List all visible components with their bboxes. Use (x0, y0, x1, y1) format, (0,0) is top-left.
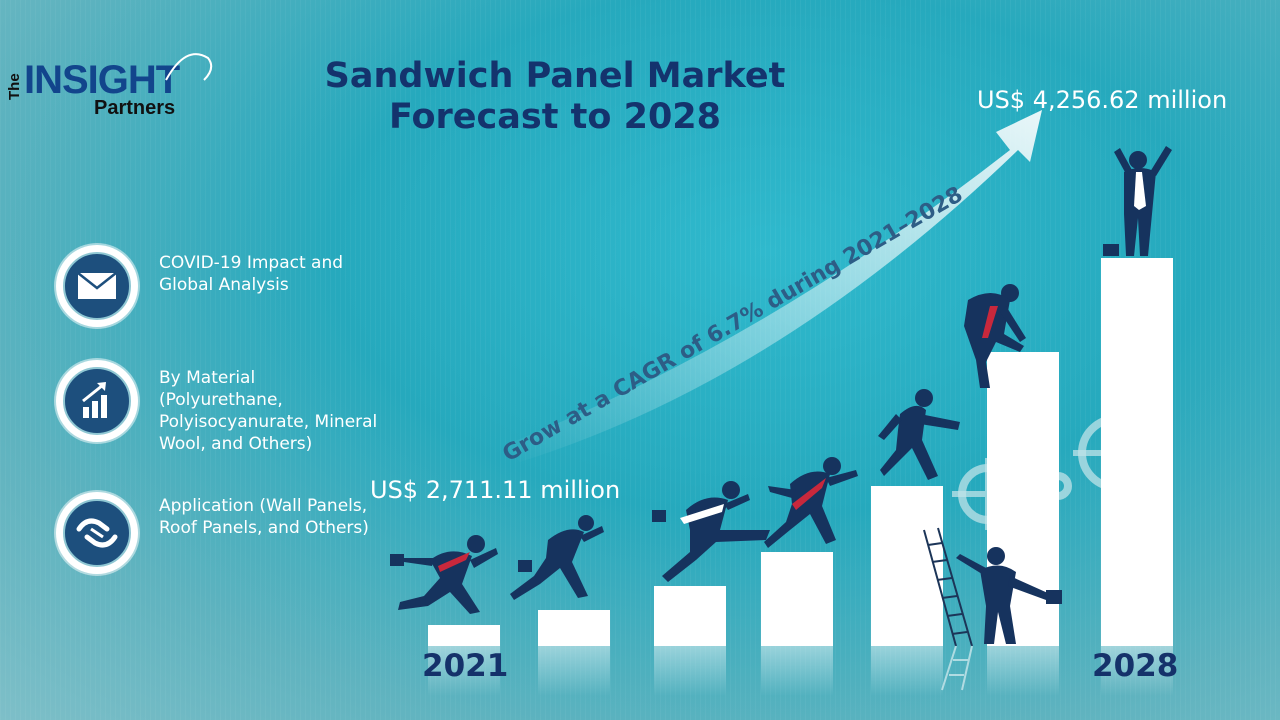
helper-figure (956, 547, 1062, 644)
logo-insight: INSIGHT (24, 58, 180, 102)
feature-label: COVID-19 Impact and Global Analysis (159, 253, 344, 295)
ladder (923, 527, 973, 647)
growth-chart-icon (82, 382, 107, 418)
feature-label: By Material (Polyurethane, Polyisocyanur… (159, 368, 378, 454)
bar (761, 552, 833, 646)
bar (538, 610, 610, 646)
climber-figure (964, 284, 1026, 388)
bar (1101, 258, 1173, 646)
bar-reflections (428, 646, 1173, 696)
bar (428, 625, 500, 646)
end-value-label: US$ 4,256.62 million (977, 86, 1228, 114)
bar (871, 486, 943, 646)
runner-figure (652, 481, 770, 582)
start-value-label: US$ 2,711.11 million (370, 476, 621, 504)
runner-figure (390, 535, 498, 614)
feature-label: Application (Wall Panels, Roof Panels, a… (159, 496, 369, 538)
climber-figure (878, 389, 960, 480)
ladder-reflection (941, 645, 973, 691)
page-title: Sandwich Panel Market Forecast to 2028 (290, 56, 820, 138)
runner-figure (510, 515, 604, 600)
end-year-label: 2028 (1092, 648, 1179, 684)
feature-icon-ring (56, 360, 138, 442)
insight-partners-logo: The INSIGHT Partners (6, 50, 216, 125)
handshake-icon (76, 518, 118, 548)
logo-swoosh-icon (165, 53, 213, 81)
runner-figure (764, 457, 858, 548)
growth-arrow (505, 110, 1042, 462)
feature-icon-ring (56, 245, 138, 327)
bar (654, 586, 726, 646)
start-year-label: 2021 (422, 648, 509, 684)
logo-partners: Partners (94, 97, 176, 119)
feature-icon-ring (56, 492, 138, 574)
title-line-2: Forecast to 2028 (388, 97, 722, 137)
bar-chart-bars (428, 258, 1173, 646)
business-people (390, 146, 1172, 644)
winner-figure (1103, 146, 1172, 256)
envelope-icon (77, 272, 117, 299)
title-line-1: Sandwich Panel Market (324, 56, 786, 96)
